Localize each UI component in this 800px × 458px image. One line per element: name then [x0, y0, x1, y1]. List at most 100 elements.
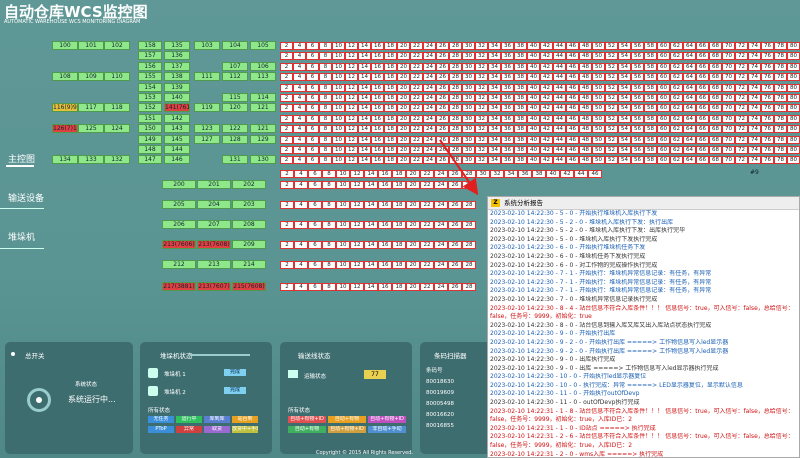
track-cell: 60	[657, 135, 670, 144]
track-cell: 34	[488, 104, 501, 113]
track-cell: 28	[449, 52, 462, 61]
track-cell: 50	[592, 104, 605, 113]
track-cell: 10	[332, 156, 345, 165]
legend-chip: PToP	[148, 426, 174, 433]
station: 141(7612)	[164, 103, 190, 113]
track-cell: 32	[475, 94, 488, 102]
track-cell: 74	[748, 156, 761, 165]
station: 138	[164, 72, 190, 82]
track-cell: 32	[475, 52, 488, 61]
track-cell: 66	[696, 135, 709, 144]
barcode: 80016620	[426, 412, 454, 418]
log-line: 2023-02-10 14:22:31 - 1 - 8 - 站台信息不符合入库条…	[490, 407, 794, 424]
track-cell: 66	[696, 156, 709, 165]
track-cell: 12	[345, 62, 358, 71]
track-cell: 72	[735, 156, 748, 165]
track-cell: 14	[364, 221, 378, 229]
track-cell: 22	[410, 42, 423, 50]
nav-item[interactable]: 堆垛机	[8, 233, 36, 243]
station: 134	[52, 155, 78, 165]
track-cell: 66	[696, 104, 709, 113]
track-cell: 70	[722, 156, 735, 165]
track-cell: 34	[488, 135, 501, 144]
track-cell: 46	[588, 170, 602, 178]
log-line: 2023-02-10 14:22:31 - 2 - 6 - 站台信息不符合入库条…	[490, 433, 794, 450]
track-cell: 42	[540, 62, 553, 71]
track-cell: 20	[397, 125, 410, 134]
track-cell: 14	[358, 114, 371, 123]
track-cell: 42	[540, 104, 553, 113]
track-cell: 14	[358, 146, 371, 154]
track-cell: 8	[322, 181, 336, 189]
track-cell: 12	[345, 94, 358, 102]
track-cell: 48	[579, 62, 592, 71]
track-cell: 32	[475, 42, 488, 50]
track-cell: 36	[501, 104, 514, 113]
track-cell: 20	[397, 62, 410, 71]
track-cell: 14	[358, 104, 371, 113]
track-cell: 8	[322, 283, 336, 291]
log-line: 2023-02-10 14:22:31 - 2 - 0 - wms入库 ====…	[490, 450, 664, 458]
track-cell: 10	[336, 221, 350, 229]
station: 121	[250, 103, 276, 113]
track-cell: 66	[696, 42, 709, 50]
track-cell: 50	[592, 146, 605, 154]
log-line: 2023-02-10 14:22:30 - 9 - 0 - 开始执行出库	[490, 330, 616, 338]
track-cell: 76	[761, 156, 774, 165]
track-cell: 48	[579, 114, 592, 123]
track-cell: 52	[605, 104, 618, 113]
track-cell: 34	[504, 170, 518, 178]
track-cell: 44	[553, 104, 566, 113]
track-cell: 12	[345, 125, 358, 134]
icon	[288, 370, 298, 378]
track-cell: 2	[280, 181, 294, 189]
track-cell: 38	[514, 83, 527, 92]
track-cell: 26	[436, 83, 449, 92]
track-cell: 26	[436, 146, 449, 154]
track-cell: 34	[488, 62, 501, 71]
track-cell: 2	[280, 261, 294, 269]
track-cell: 46	[566, 146, 579, 154]
track-cell: 50	[592, 114, 605, 123]
log-header: Z 系统分析报告	[488, 197, 799, 210]
track-cell: 14	[358, 42, 371, 50]
track-cell: 30	[462, 135, 475, 144]
track-cell: 64	[683, 42, 696, 50]
track-cell: 14	[358, 83, 371, 92]
track-cell: 4	[293, 125, 306, 134]
track-cell: 8	[319, 114, 332, 123]
station: 135	[164, 41, 190, 50]
track-cell: 2	[280, 104, 293, 113]
track-cell: 22	[410, 104, 423, 113]
track-cell: 58	[644, 125, 657, 134]
track-cell: 76	[761, 94, 774, 102]
station: 146	[164, 155, 190, 165]
track-cell: 74	[748, 135, 761, 144]
track-cell: 10	[336, 283, 350, 291]
track-cell: 4	[294, 283, 308, 291]
station: 124	[104, 124, 130, 134]
station: 214	[232, 260, 266, 269]
track-cell: 18	[392, 261, 406, 269]
track-cell: 64	[683, 104, 696, 113]
track-cell: 16	[378, 170, 392, 178]
track-cell: 18	[384, 62, 397, 71]
track-cell: 66	[696, 73, 709, 82]
track-cell: 28	[449, 62, 462, 71]
track-cell: 24	[423, 73, 436, 82]
power-switch[interactable]	[27, 388, 51, 412]
track-cell: 62	[670, 73, 683, 82]
track-cell: 18	[392, 241, 406, 249]
track-cell: 38	[514, 156, 527, 165]
track-cell: 12	[345, 114, 358, 123]
track-cell: 8	[319, 156, 332, 165]
log-window[interactable]: Z 系统分析报告 2023-02-10 14:22:30 - 5 - 0 - 开始…	[487, 196, 800, 458]
station: 113	[250, 72, 276, 82]
track-cell: 56	[631, 156, 644, 165]
track-cell: 50	[592, 62, 605, 71]
nav-item[interactable]: 输送设备	[8, 194, 45, 204]
track-cell: 70	[722, 73, 735, 82]
track-cell: 24	[434, 170, 448, 178]
track-cell: 76	[761, 135, 774, 144]
nav-item[interactable]: 主控图	[8, 155, 36, 165]
